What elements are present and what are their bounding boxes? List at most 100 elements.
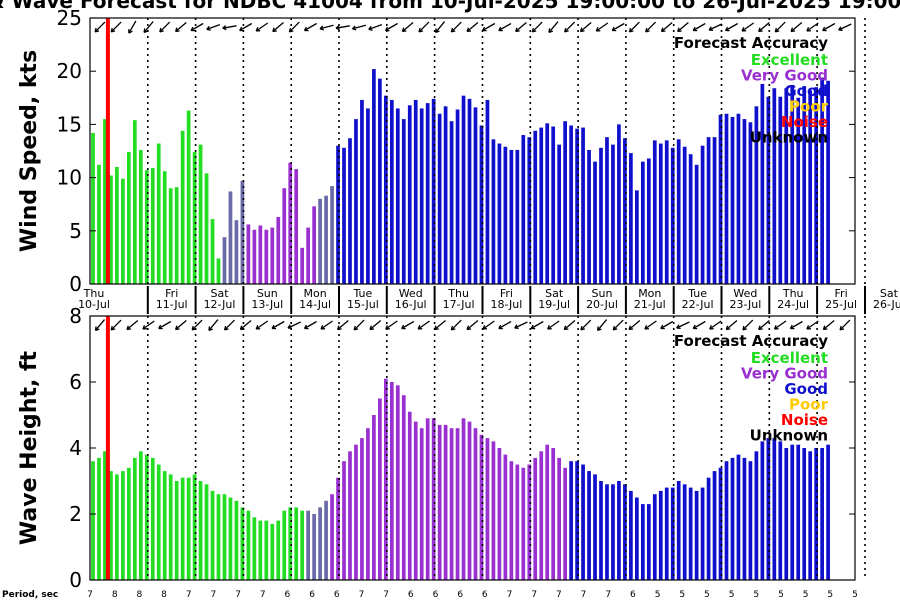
y-tick-label: 15 (57, 112, 82, 136)
direction-arrow (401, 22, 414, 33)
data-bar (348, 138, 352, 284)
data-bar (772, 438, 777, 580)
data-bar (599, 147, 603, 284)
data-bar (593, 161, 597, 284)
data-bar (778, 96, 783, 285)
data-bar (479, 434, 484, 580)
legend-item-excellent: Excellent (751, 51, 828, 69)
day-of-week-label: Sun (592, 287, 613, 300)
day-of-week-label: Mon (303, 287, 326, 300)
data-bar (587, 471, 591, 580)
data-bar (742, 119, 747, 284)
period-value: 7 (186, 590, 192, 600)
data-bar (258, 225, 263, 284)
direction-arrow (303, 320, 317, 330)
y-axis-title: Wind Speed, kts (17, 50, 42, 252)
data-bar (539, 451, 544, 580)
data-bar (533, 130, 538, 284)
direction-arrow (272, 22, 284, 33)
data-bar (204, 484, 209, 580)
date-label: 14-Jul (299, 298, 331, 311)
data-bar (808, 90, 813, 284)
data-bar (437, 424, 442, 580)
data-bar (204, 173, 209, 284)
data-bar (491, 139, 496, 284)
data-bar (826, 444, 830, 580)
data-bar (288, 162, 293, 284)
data-bar (629, 153, 633, 284)
data-bar (407, 411, 412, 580)
data-bar (455, 428, 460, 580)
date-label: 21-Jul (634, 298, 666, 311)
data-bar (383, 378, 388, 580)
legend-item-unknown: Unknown (750, 129, 828, 147)
period-value: 6 (408, 590, 414, 600)
data-bar (676, 481, 681, 580)
direction-arrow (628, 21, 640, 33)
data-bar (228, 191, 233, 284)
direction-arrow (806, 22, 819, 32)
direction-arrow (110, 21, 122, 33)
data-bar (389, 382, 394, 580)
day-of-week-label: Tue (353, 287, 373, 300)
data-bar (425, 103, 430, 285)
data-bar (330, 494, 334, 580)
data-bar (372, 415, 376, 580)
data-bar (784, 88, 789, 284)
direction-arrow (223, 319, 235, 331)
data-bar (796, 97, 801, 284)
data-bar (575, 461, 579, 580)
data-bar (509, 149, 514, 284)
day-of-week-label: Mon (638, 287, 661, 300)
data-bar (497, 143, 502, 284)
direction-arrow (191, 319, 203, 331)
legend-item-excellent: Excellent (751, 349, 828, 367)
data-bar (378, 398, 382, 580)
data-bar (425, 418, 430, 580)
day-of-week-label: Sat (545, 287, 564, 300)
data-bar (186, 110, 191, 284)
data-bar (467, 98, 472, 284)
data-bar (216, 258, 221, 284)
period-value: 7 (507, 590, 513, 600)
direction-arrow (482, 22, 496, 32)
data-bar (617, 481, 621, 580)
data-bar (664, 140, 669, 284)
data-bar (611, 484, 615, 580)
direction-arrow (692, 22, 706, 32)
data-bar (646, 158, 651, 284)
data-bar (730, 116, 735, 284)
direction-arrow (353, 319, 365, 331)
legend-item-poor: Poor (789, 98, 829, 116)
direction-arrow (190, 22, 204, 32)
direction-arrow (789, 320, 803, 330)
legend-item-very-good: Very Good (741, 365, 828, 383)
date-label: 26-Jul (873, 298, 900, 311)
day-of-week-label: Sat (210, 287, 229, 300)
period-value: 7 (605, 590, 611, 600)
data-bar (640, 161, 645, 284)
period-value: 6 (285, 590, 291, 600)
data-bar (635, 190, 639, 284)
data-bar (109, 175, 113, 284)
data-bar (366, 428, 370, 580)
legend-item-good: Good (784, 82, 828, 100)
day-of-week-label: Tue (687, 287, 707, 300)
direction-arrow (612, 319, 624, 331)
direction-arrow (288, 21, 300, 33)
data-bar (186, 477, 191, 580)
direction-arrow (742, 319, 754, 331)
date-label: 15-Jul (347, 298, 379, 311)
direction-arrow (839, 319, 851, 331)
data-bar (521, 135, 526, 284)
data-bar (754, 451, 759, 580)
y-tick-label: 4 (69, 436, 82, 460)
date-label: 19-Jul (538, 298, 570, 311)
data-bar (348, 451, 352, 580)
data-bar (515, 464, 520, 580)
data-bar (138, 149, 143, 284)
period-value: 6 (334, 590, 340, 600)
data-bar (252, 229, 257, 284)
period-value: 5 (852, 590, 858, 600)
data-bar (724, 461, 729, 580)
